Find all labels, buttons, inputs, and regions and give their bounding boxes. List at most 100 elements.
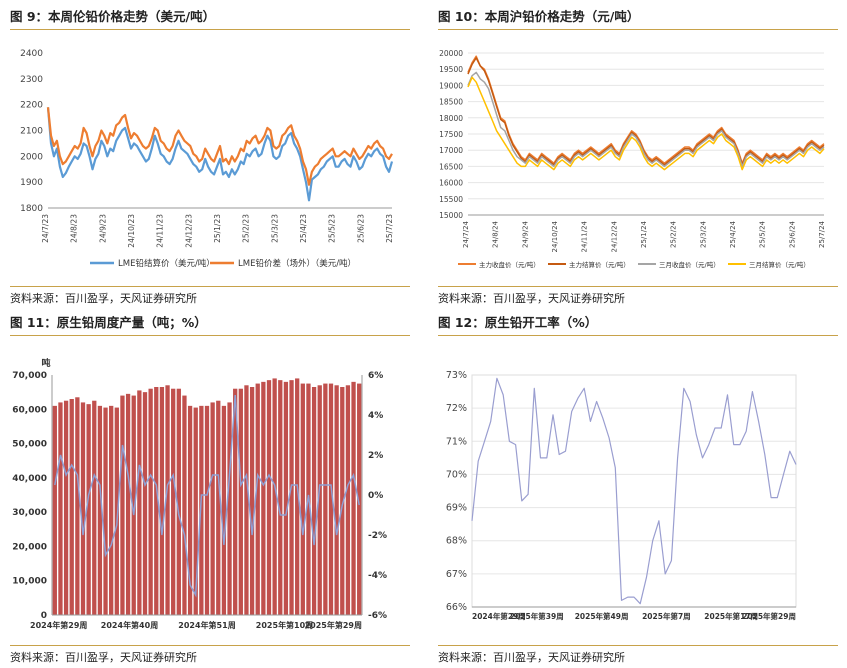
bar xyxy=(154,387,159,615)
x-tick-label: 2024年第29周 xyxy=(472,611,526,621)
x-tick-label: 24/12/24 xyxy=(610,220,618,252)
y2-tick-label: 6% xyxy=(368,371,383,381)
x-tick-label: 2024年第51周 xyxy=(178,620,235,630)
series-line xyxy=(46,107,393,186)
bar xyxy=(103,407,108,615)
x-tick-label: 25/2/24 xyxy=(670,220,678,248)
y-tick-label: 16500 xyxy=(439,162,463,171)
bar xyxy=(345,385,351,615)
x-tick-label: 2025年第29周 xyxy=(742,611,796,621)
bar xyxy=(328,383,334,615)
bar xyxy=(261,381,266,615)
x-tick-label: 24/7/24 xyxy=(462,220,470,248)
bar xyxy=(86,404,91,615)
bar xyxy=(323,383,328,615)
y-axis: 66% 67% 68% 69% 70% 71% 72% 73% xyxy=(446,370,467,613)
x-tick-label: 25/7/23 xyxy=(385,214,394,243)
bar xyxy=(52,405,57,615)
y-tick-label: 0 xyxy=(41,611,47,621)
x-tick-label: 2024年第40周 xyxy=(101,620,158,630)
bar xyxy=(204,405,210,615)
y-tick-label: 2200 xyxy=(20,101,43,111)
bar xyxy=(137,390,142,615)
x-tick-label: 2025年第29周 xyxy=(305,620,362,630)
y-tick-label: 19500 xyxy=(439,65,463,74)
primary-lead-output-chart: 吨 0 10,000 20,000 30,000 40,000 50,000 60,000 70… xyxy=(12,357,387,630)
y-tick-label: 70% xyxy=(446,469,467,480)
series-line xyxy=(54,394,360,598)
legend-label: LME铅价差（场外）（美元/吨） xyxy=(238,258,356,269)
bar xyxy=(131,395,136,615)
bar xyxy=(193,407,198,615)
x-tick-label: 24/8/24 xyxy=(492,220,500,248)
bar xyxy=(233,388,238,615)
y-tick-label: 50,000 xyxy=(12,440,47,450)
x-tick-label: 24/10/23 xyxy=(127,214,136,248)
bar xyxy=(92,400,97,615)
bar xyxy=(182,395,187,615)
series-line xyxy=(467,57,825,166)
y2-tick-label: -4% xyxy=(368,571,387,581)
x-tick-label: 24/8/23 xyxy=(70,214,79,243)
x-tick-label: 25/7/24 xyxy=(818,220,826,248)
y-tick-label: 69% xyxy=(446,503,467,514)
y-tick-label: 16000 xyxy=(439,179,463,188)
y-tick-label: 68% xyxy=(446,536,467,547)
chart-title: 图 9：本周伦铅价格走势（美元/吨） xyxy=(10,7,410,30)
x-tick-label: 24/11/23 xyxy=(156,214,165,248)
bar xyxy=(199,405,204,615)
bar xyxy=(351,381,356,615)
bar xyxy=(249,387,255,615)
chart-title: 图 11：原生铅周度产量（吨；%） xyxy=(10,313,410,336)
x-tick-label: 2025年第10周 xyxy=(256,620,313,630)
series-lines xyxy=(467,55,825,171)
bar xyxy=(317,385,322,615)
chart-panel-9: 图 9：本周伦铅价格走势（美元/吨） 1800 1900 2000 2100 2200 2… xyxy=(10,7,410,307)
operating-rate-chart: 66%67%68%69%70%71%72%73% 2024年第29周2025年第… xyxy=(446,370,797,621)
bar xyxy=(120,395,125,615)
x-tick-label: 24/7/23 xyxy=(41,214,50,243)
y-tick-label: 10,000 xyxy=(12,577,47,587)
x-tick-label: 24/10/24 xyxy=(551,220,559,252)
y-tick-label: 30,000 xyxy=(12,508,47,518)
x-tick-label: 2025年第7周 xyxy=(642,611,691,621)
y-tick-label: 15000 xyxy=(439,211,463,220)
bar xyxy=(142,392,148,615)
grid xyxy=(468,52,824,216)
bar xyxy=(221,405,227,615)
y2-tick-label: 4% xyxy=(368,411,383,421)
chart-title: 图 10：本周沪铅价格走势（元/吨） xyxy=(438,7,838,30)
chart-panel-11: 图 11：原生铅周度产量（吨；%） 吨 0 10,000 20,000 30,000 40… xyxy=(10,313,410,664)
y-tick-label: 40,000 xyxy=(12,474,47,484)
series-lines xyxy=(471,377,797,605)
legend-label: 主力结算价（元/吨） xyxy=(569,260,630,269)
x-tick-label: 24/11/24 xyxy=(581,220,589,252)
bar xyxy=(340,387,345,615)
chart-panel-12: 图 12：原生铅开工率（%） 66% 67% 68% 69% 70% 71% 72% 73% … xyxy=(438,313,838,664)
x-tick-label: 2024年第29周 xyxy=(30,620,87,630)
y-tick-label: 67% xyxy=(446,569,467,580)
legend-label: 主力收盘价（元/吨） xyxy=(479,260,540,269)
y-axis-unit: 吨 xyxy=(41,357,50,369)
x-tick-label: 25/5/23 xyxy=(328,214,337,243)
bar xyxy=(244,385,249,615)
bar xyxy=(75,397,80,615)
bar xyxy=(283,381,289,615)
x-tick-label: 25/1/23 xyxy=(213,214,222,243)
bar xyxy=(216,400,221,615)
bar xyxy=(58,402,63,615)
bar xyxy=(289,380,294,615)
x-tick-label: 2025年第17周 xyxy=(704,611,758,621)
x-axis: 2024年第29周 2024年第40周 2024年第51周 2025年第10周2025… xyxy=(30,614,362,630)
legend-label: LME铅结算价（美元/吨） xyxy=(118,258,215,269)
bar xyxy=(114,407,119,615)
series-line xyxy=(471,377,797,605)
bar xyxy=(295,378,300,615)
y-tick-label: 18000 xyxy=(439,114,463,123)
y2-tick-label: 0% xyxy=(368,491,383,501)
chart-panel-10: 图 10：本周沪铅价格走势（元/吨） 15000 15500 16000 16500 1… xyxy=(438,7,838,307)
bar xyxy=(148,388,153,615)
y-axis: 吨 0 10,000 20,000 30,000 40,000 50,000 60,000 70… xyxy=(12,357,387,621)
y-tick-label: 2100 xyxy=(20,127,43,137)
